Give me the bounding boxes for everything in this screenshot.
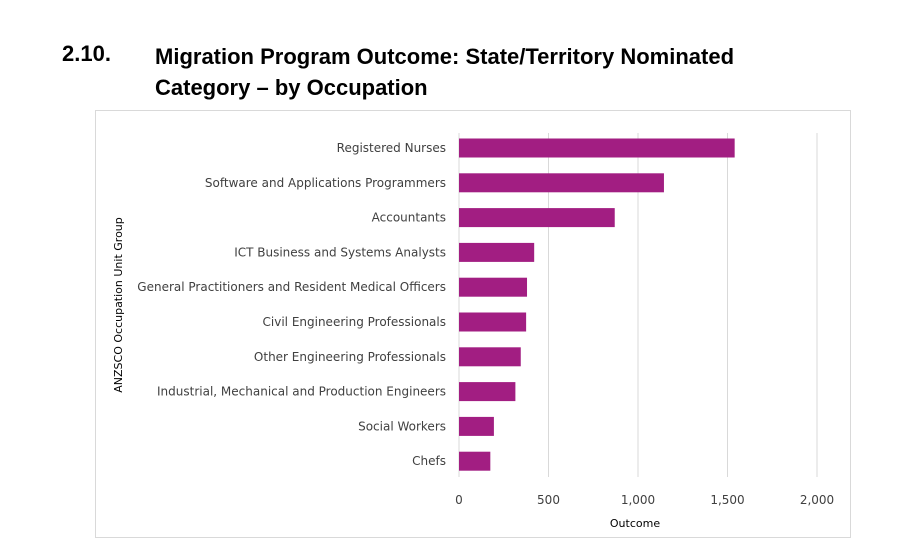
x-tick-labels: 0 500 1,000 1,500 2,000: [455, 493, 834, 507]
bar: [459, 416, 494, 436]
bar: [459, 242, 535, 262]
category-label: Registered Nurses: [337, 141, 446, 155]
chart-frame: Registered Nurses Software and Applicatio…: [95, 110, 851, 538]
bar: [459, 277, 528, 297]
bar: [459, 138, 735, 158]
category-label: ICT Business and Systems Analysts: [234, 245, 446, 259]
category-label: Industrial, Mechanical and Production En…: [157, 385, 446, 399]
section-title-line-1: Migration Program Outcome: State/Territo…: [155, 44, 735, 69]
bar: [459, 312, 527, 332]
bar: [459, 451, 491, 471]
bar: [459, 382, 516, 402]
x-tick-label: 1,000: [621, 493, 655, 507]
category-label: General Practitioners and Resident Medic…: [137, 280, 446, 294]
section-number: 2.10.: [62, 41, 111, 66]
category-label: Software and Applications Programmers: [205, 176, 446, 190]
bars: [459, 138, 735, 471]
category-label: Civil Engineering Professionals: [263, 315, 446, 329]
x-tick-label: 1,500: [710, 493, 744, 507]
bar: [459, 173, 664, 193]
bar-chart: Registered Nurses Software and Applicatio…: [112, 133, 834, 530]
x-tick-label: 0: [455, 493, 463, 507]
section-title: Migration Program Outcome: State/Territo…: [155, 41, 855, 103]
section-title-line-2: Category – by Occupation: [155, 75, 428, 100]
bar: [459, 347, 521, 367]
y-axis-title: ANZSCO Occupation Unit Group: [112, 217, 125, 393]
x-tick-label: 2,000: [800, 493, 834, 507]
x-axis-title: Outcome: [610, 517, 660, 530]
category-label: Other Engineering Professionals: [254, 350, 446, 364]
category-label: Chefs: [412, 454, 446, 468]
category-labels: Registered Nurses Software and Applicatio…: [137, 141, 446, 468]
x-tick-label: 500: [537, 493, 560, 507]
category-label: Accountants: [372, 211, 446, 225]
bar: [459, 208, 615, 228]
category-label: Social Workers: [358, 419, 446, 433]
